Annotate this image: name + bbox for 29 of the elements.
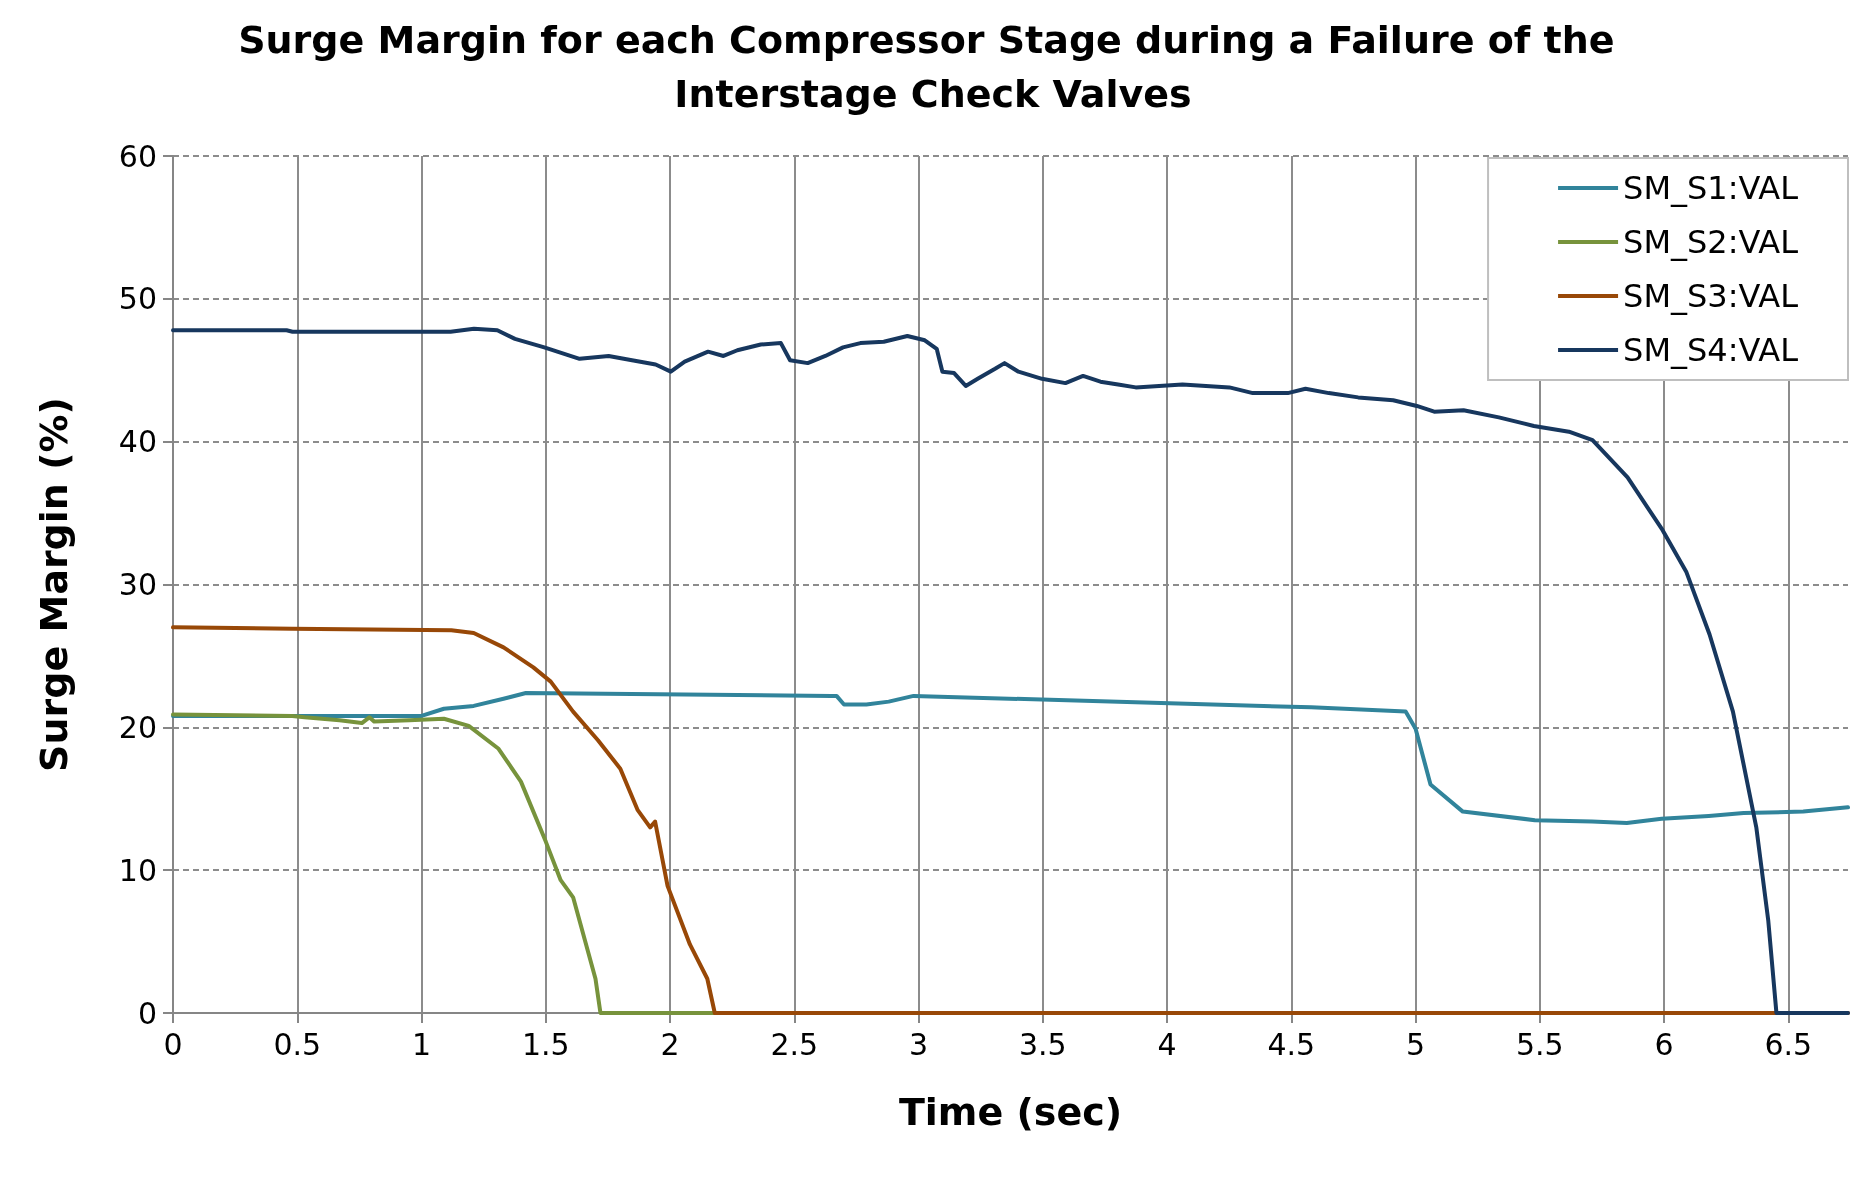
x-axis-title: Time (sec)	[898, 1090, 1123, 1134]
x-tick-label: 1	[411, 1026, 432, 1062]
y-tick-label: 60	[118, 138, 157, 174]
x-tick-label: 4	[1157, 1026, 1177, 1062]
x-tick-label: 4.5	[1267, 1026, 1316, 1062]
legend-label: SM_S1:VAL	[1623, 169, 1799, 207]
y-tick-label: 30	[118, 567, 157, 602]
line-series	[171, 691, 1850, 826]
x-tick-label: 5	[1406, 1026, 1426, 1062]
x-tick-label: 0.5	[273, 1026, 322, 1062]
legend-label: SM_S2:VAL	[1623, 223, 1799, 261]
x-tick-label: 3.5	[1018, 1026, 1067, 1062]
x-tick-label: 1.5	[521, 1026, 570, 1062]
x-tick-label: 6.5	[1764, 1026, 1813, 1062]
y-tick-label: 40	[118, 424, 157, 460]
y-tick-label: 20	[118, 709, 157, 745]
x-tick-label: 5.5	[1515, 1026, 1564, 1062]
y-tick-label: 50	[118, 281, 157, 317]
legend-label: SM_S3:VAL	[1623, 277, 1799, 315]
x-tick-label: 0	[163, 1026, 183, 1062]
x-tick-label: 2	[660, 1026, 680, 1062]
chart-title: Surge Margin for each Compressor Stage during a Failure of the Interstage Check Valves	[238, 18, 1628, 116]
y-tick-label: 10	[118, 852, 157, 888]
x-tick-label: 6	[1654, 1026, 1674, 1062]
x-tick-label: 2.5	[770, 1026, 819, 1062]
x-tick-label: 3	[909, 1026, 929, 1062]
y-tick-label: 0	[137, 995, 157, 1031]
y-axis-title: Surge Margin (%)	[32, 397, 76, 772]
legend-label: SM_S4:VAL	[1623, 331, 1799, 369]
